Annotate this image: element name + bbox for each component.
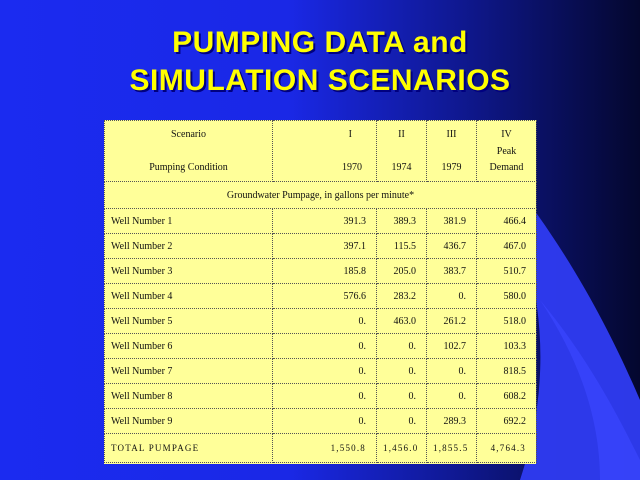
pumpage-value-cell: 466.4 <box>476 208 537 234</box>
pumping-condition-label: Pumping Condition <box>149 162 228 173</box>
pumpage-value-cell: 261.2 <box>426 308 477 334</box>
pumpage-value-cell: 0. <box>426 358 477 384</box>
scenario-ii-year: 1974 <box>391 162 412 173</box>
pumpage-value-cell: 467.0 <box>476 233 537 259</box>
pumping-data-table: Scenario Pumping Condition I 1970 II 197… <box>104 120 537 463</box>
table-row: Well Number 4 576.6 283.2 0. 580.0 <box>104 283 537 309</box>
title-line-2: SIMULATION SCENARIOS <box>129 64 511 97</box>
pumpage-value-cell: 103.3 <box>476 333 537 359</box>
pumpage-value-cell: 576.6 <box>272 283 377 309</box>
total-value: 1,550.8 <box>272 433 377 463</box>
table-subheader: Groundwater Pumpage, in gallons per minu… <box>104 181 537 209</box>
table-header-row: Scenario Pumping Condition I 1970 II 197… <box>104 120 537 182</box>
well-name-cell: Well Number 5 <box>104 308 273 334</box>
pumpage-value-cell: 205.0 <box>376 258 427 284</box>
pumpage-value-cell: 381.9 <box>426 208 477 234</box>
pumpage-value-cell: 510.7 <box>476 258 537 284</box>
pumpage-value-cell: 383.7 <box>426 258 477 284</box>
pumpage-value-cell: 0. <box>272 408 377 434</box>
pumpage-value-cell: 692.2 <box>476 408 537 434</box>
table-row: Well Number 1 391.3 389.3 381.9 466.4 <box>104 208 537 234</box>
well-name-cell: Well Number 8 <box>104 383 273 409</box>
pumpage-value-cell: 102.7 <box>426 333 477 359</box>
pumpage-value-cell: 818.5 <box>476 358 537 384</box>
pumpage-value-cell: 283.2 <box>376 283 427 309</box>
pumpage-value-cell: 0. <box>272 358 377 384</box>
scenario-label: Scenario <box>171 129 206 140</box>
table-row: Well Number 6 0. 0. 102.7 103.3 <box>104 333 537 359</box>
table-row: Well Number 2 397.1 115.5 436.7 467.0 <box>104 233 537 259</box>
total-label: TOTAL PUMPAGE <box>104 433 273 463</box>
total-value: 1,456.0 <box>376 433 427 463</box>
pumpage-value-cell: 436.7 <box>426 233 477 259</box>
well-name-cell: Well Number 7 <box>104 358 273 384</box>
scenario-iii-numeral: III <box>446 129 457 140</box>
header-label-cell: Scenario Pumping Condition <box>104 120 273 182</box>
pumpage-value-cell: 0. <box>272 333 377 359</box>
table-row: Well Number 5 0. 463.0 261.2 518.0 <box>104 308 537 334</box>
pumpage-value-cell: 0. <box>376 333 427 359</box>
pumpage-value-cell: 0. <box>376 383 427 409</box>
pumpage-value-cell: 0. <box>272 383 377 409</box>
table-row: Well Number 8 0. 0. 0. 608.2 <box>104 383 537 409</box>
pumpage-value-cell: 397.1 <box>272 233 377 259</box>
total-row: TOTAL PUMPAGE 1,550.8 1,456.0 1,855.5 4,… <box>104 433 537 463</box>
total-value: 1,855.5 <box>426 433 477 463</box>
slide-title: PUMPING DATA and SIMULATION SCENARIOS <box>0 24 640 100</box>
pumpage-value-cell: 0. <box>272 308 377 334</box>
well-name-cell: Well Number 2 <box>104 233 273 259</box>
pumpage-value-cell: 518.0 <box>476 308 537 334</box>
header-scenario-iii: III 1979 <box>426 120 477 182</box>
pumpage-value-cell: 608.2 <box>476 383 537 409</box>
well-name-cell: Well Number 9 <box>104 408 273 434</box>
pumpage-value-cell: 115.5 <box>376 233 427 259</box>
scenario-iv-sub: Peak <box>496 145 517 157</box>
table-row: Well Number 7 0. 0. 0. 818.5 <box>104 358 537 384</box>
pumpage-value-cell: 0. <box>376 358 427 384</box>
well-name-cell: Well Number 6 <box>104 333 273 359</box>
pumpage-value-cell: 0. <box>426 383 477 409</box>
scenario-i-numeral: I <box>348 129 352 140</box>
total-value: 4,764.3 <box>476 433 537 463</box>
pumpage-value-cell: 0. <box>376 408 427 434</box>
scenario-iii-year: 1979 <box>441 162 462 173</box>
pumpage-value-cell: 289.3 <box>426 408 477 434</box>
pumpage-value-cell: 0. <box>426 283 477 309</box>
well-name-cell: Well Number 1 <box>104 208 273 234</box>
scenario-ii-numeral: II <box>398 129 405 140</box>
pumpage-value-cell: 463.0 <box>376 308 427 334</box>
pumpage-value-cell: 391.3 <box>272 208 377 234</box>
well-name-cell: Well Number 4 <box>104 283 273 309</box>
header-scenario-iv: IV Peak Demand <box>476 120 537 182</box>
table-subheader-row: Groundwater Pumpage, in gallons per minu… <box>104 181 537 209</box>
header-scenario-ii: II 1974 <box>376 120 427 182</box>
pumpage-value-cell: 185.8 <box>272 258 377 284</box>
scenario-i-year: 1970 <box>342 162 362 173</box>
scenario-iv-year: Demand <box>489 162 524 173</box>
data-table-panel: Scenario Pumping Condition I 1970 II 197… <box>104 120 537 464</box>
scenario-iv-numeral: IV <box>501 129 512 140</box>
table-row: Well Number 3 185.8 205.0 383.7 510.7 <box>104 258 537 284</box>
well-name-cell: Well Number 3 <box>104 258 273 284</box>
header-scenario-i: I 1970 <box>272 120 377 182</box>
pumpage-value-cell: 580.0 <box>476 283 537 309</box>
title-line-1: PUMPING DATA and <box>172 26 468 59</box>
pumpage-value-cell: 389.3 <box>376 208 427 234</box>
table-row: Well Number 9 0. 0. 289.3 692.2 <box>104 408 537 434</box>
